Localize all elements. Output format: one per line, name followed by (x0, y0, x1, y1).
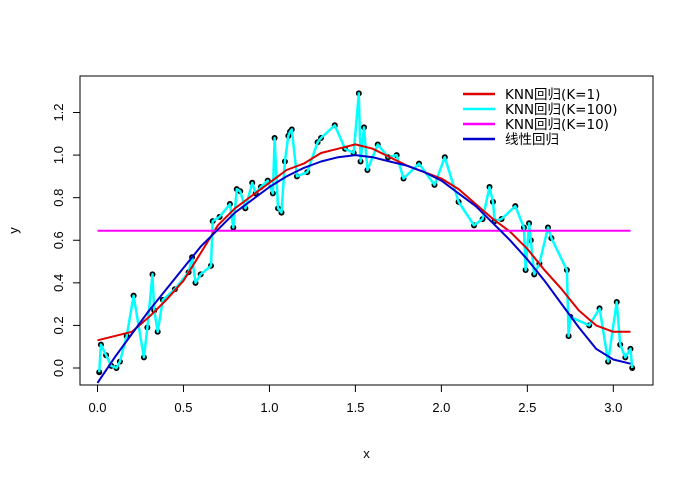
y-tick-label: 0.8 (51, 189, 66, 207)
series-line-knn-k100 (97, 92, 634, 373)
x-tick-label: 0.0 (88, 400, 106, 415)
x-tick-label: 0.5 (174, 400, 192, 415)
legend-label: KNN回归(K=1) (505, 86, 600, 103)
series-line-linear (96, 154, 631, 384)
x-tick-label: 1.5 (346, 400, 364, 415)
y-tick-label: 1.2 (51, 103, 66, 121)
plot-area (96, 90, 636, 384)
series-line-knn-k1 (97, 143, 631, 342)
y-tick-label: 0.4 (51, 274, 66, 292)
legend-label: KNN回归(K=10) (505, 116, 609, 133)
legend-label: KNN回归(K=100) (505, 101, 618, 118)
y-tick-label: 0.6 (51, 231, 66, 249)
legend: KNN回归(K=1)KNN回归(K=100)KNN回归(K=10)线性回归 (463, 86, 618, 148)
legend-label: 线性回归 (505, 131, 559, 148)
y-tick-label: 0.2 (51, 316, 66, 334)
y-tick-label: 0.0 (51, 359, 66, 377)
data-point (629, 365, 636, 371)
y-tick-label: 1.0 (51, 146, 66, 164)
x-axis-title: x (363, 446, 370, 461)
x-tick-label: 2.5 (518, 400, 536, 415)
y-axis-title: y (6, 227, 21, 234)
x-tick-label: 1.0 (260, 400, 278, 415)
y-axis: 0.0 0.2 0.4 0.6 0.8 1.0 1.2 (51, 103, 81, 377)
x-tick-label: 3.0 (604, 400, 622, 415)
x-tick-label: 2.0 (432, 400, 450, 415)
x-axis: 0.0 0.5 1.0 1.5 2.0 2.5 3.0 (88, 384, 622, 415)
